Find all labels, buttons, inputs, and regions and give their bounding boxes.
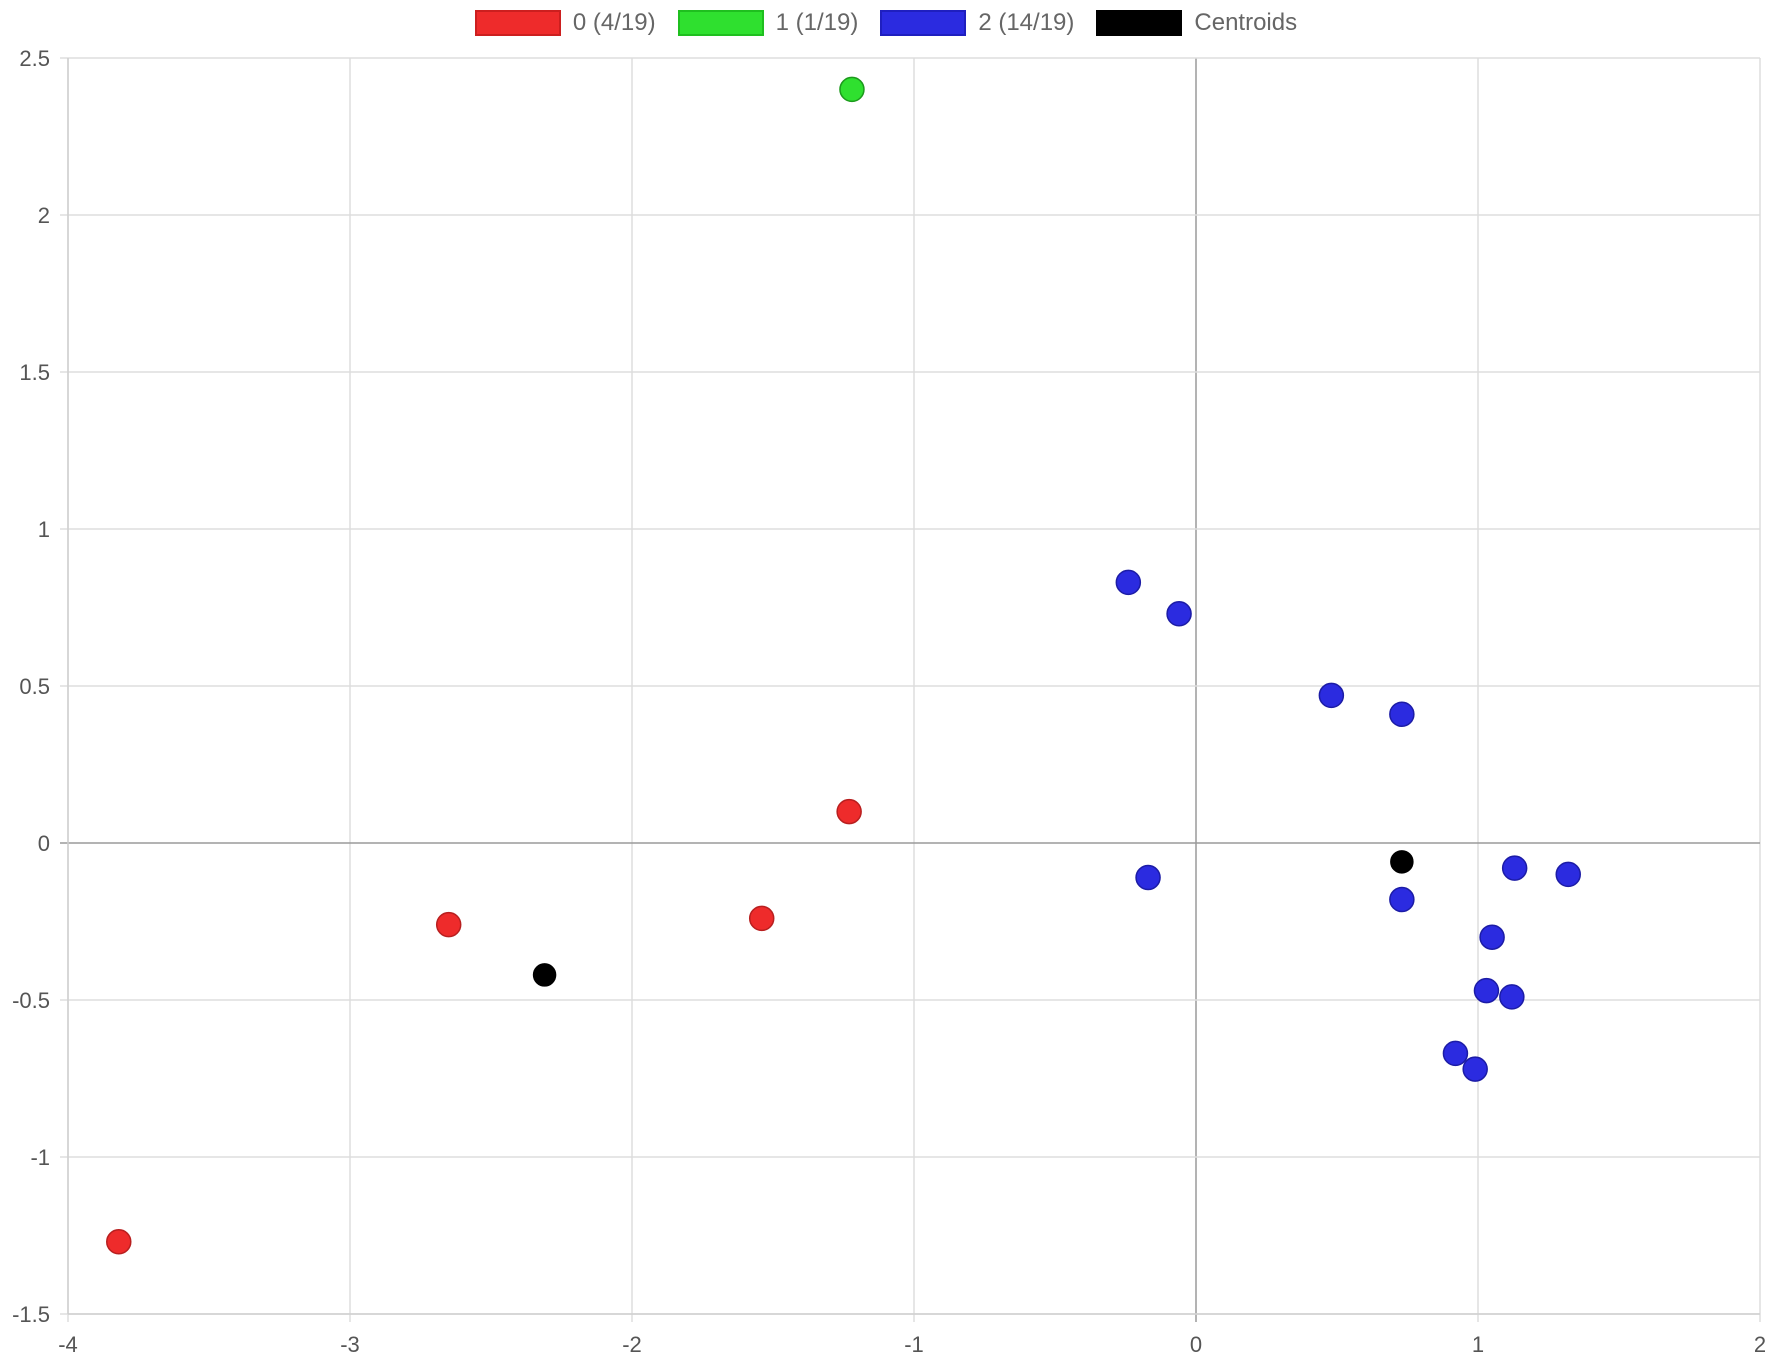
legend-swatch-cluster-2 [880, 10, 967, 36]
chart-legend: 0 (4/19) 1 (1/19) 2 (14/19) Centroids [0, 6, 1772, 40]
cluster-0-point [435, 911, 462, 938]
legend-item-cluster-2[interactable]: 2 (14/19) [880, 9, 1074, 37]
legend-item-cluster-0[interactable]: 0 (4/19) [474, 9, 656, 37]
cluster-2-point [1389, 701, 1415, 728]
centroid-point [532, 963, 557, 987]
cluster-2-point [1442, 1040, 1469, 1067]
cluster-2-point [1135, 864, 1161, 891]
cluster-1-point [839, 76, 865, 103]
x-tick-label: -2 [622, 1332, 642, 1357]
legend-swatch-centroids [1096, 10, 1183, 36]
legend-swatch-cluster-1 [677, 10, 764, 36]
cluster-2-point [1499, 984, 1525, 1010]
y-tick-label: 2 [38, 203, 50, 228]
x-tick-label: -1 [904, 1332, 924, 1357]
cluster-2-point [1473, 977, 1500, 1004]
y-tick-label: 1.5 [19, 360, 50, 385]
y-tick-label: -0.5 [12, 988, 50, 1013]
x-tick-label: 1 [1472, 1332, 1484, 1357]
x-tick-label: -3 [340, 1332, 360, 1357]
legend-swatch-cluster-0 [474, 10, 561, 36]
y-tick-label: 2.5 [19, 46, 50, 71]
centroid-point [1390, 850, 1414, 874]
x-tick-label: 2 [1754, 1332, 1766, 1357]
legend-label-cluster-1: 1 (1/19) [775, 9, 859, 36]
cluster-2-point [1166, 601, 1192, 627]
x-tick-label: 0 [1190, 1332, 1202, 1357]
legend-item-cluster-1[interactable]: 1 (1/19) [677, 9, 859, 37]
y-tick-label: -1 [30, 1145, 50, 1170]
cluster-2-point [1115, 569, 1142, 596]
cluster-0-point [748, 905, 775, 932]
cluster-2-point [1555, 861, 1581, 888]
legend-label-centroids: Centroids [1194, 9, 1298, 36]
cluster-2-point [1501, 855, 1528, 881]
cluster-0-point [106, 1229, 132, 1255]
cluster-2-point [1318, 682, 1345, 709]
y-tick-label: 1 [38, 517, 50, 542]
legend-label-cluster-2: 2 (14/19) [978, 9, 1075, 36]
legend-item-centroids[interactable]: Centroids [1096, 9, 1297, 37]
cluster-2-point [1462, 1056, 1488, 1082]
x-tick-label: -4 [58, 1332, 78, 1357]
y-tick-label: -1.5 [12, 1302, 50, 1327]
cluster-0-point [836, 798, 862, 825]
legend-label-cluster-0: 0 (4/19) [572, 9, 656, 36]
cluster-2-point [1389, 886, 1415, 913]
y-tick-label: 0 [38, 831, 50, 856]
cluster-2-point [1479, 924, 1505, 950]
y-tick-label: 0.5 [19, 674, 50, 699]
